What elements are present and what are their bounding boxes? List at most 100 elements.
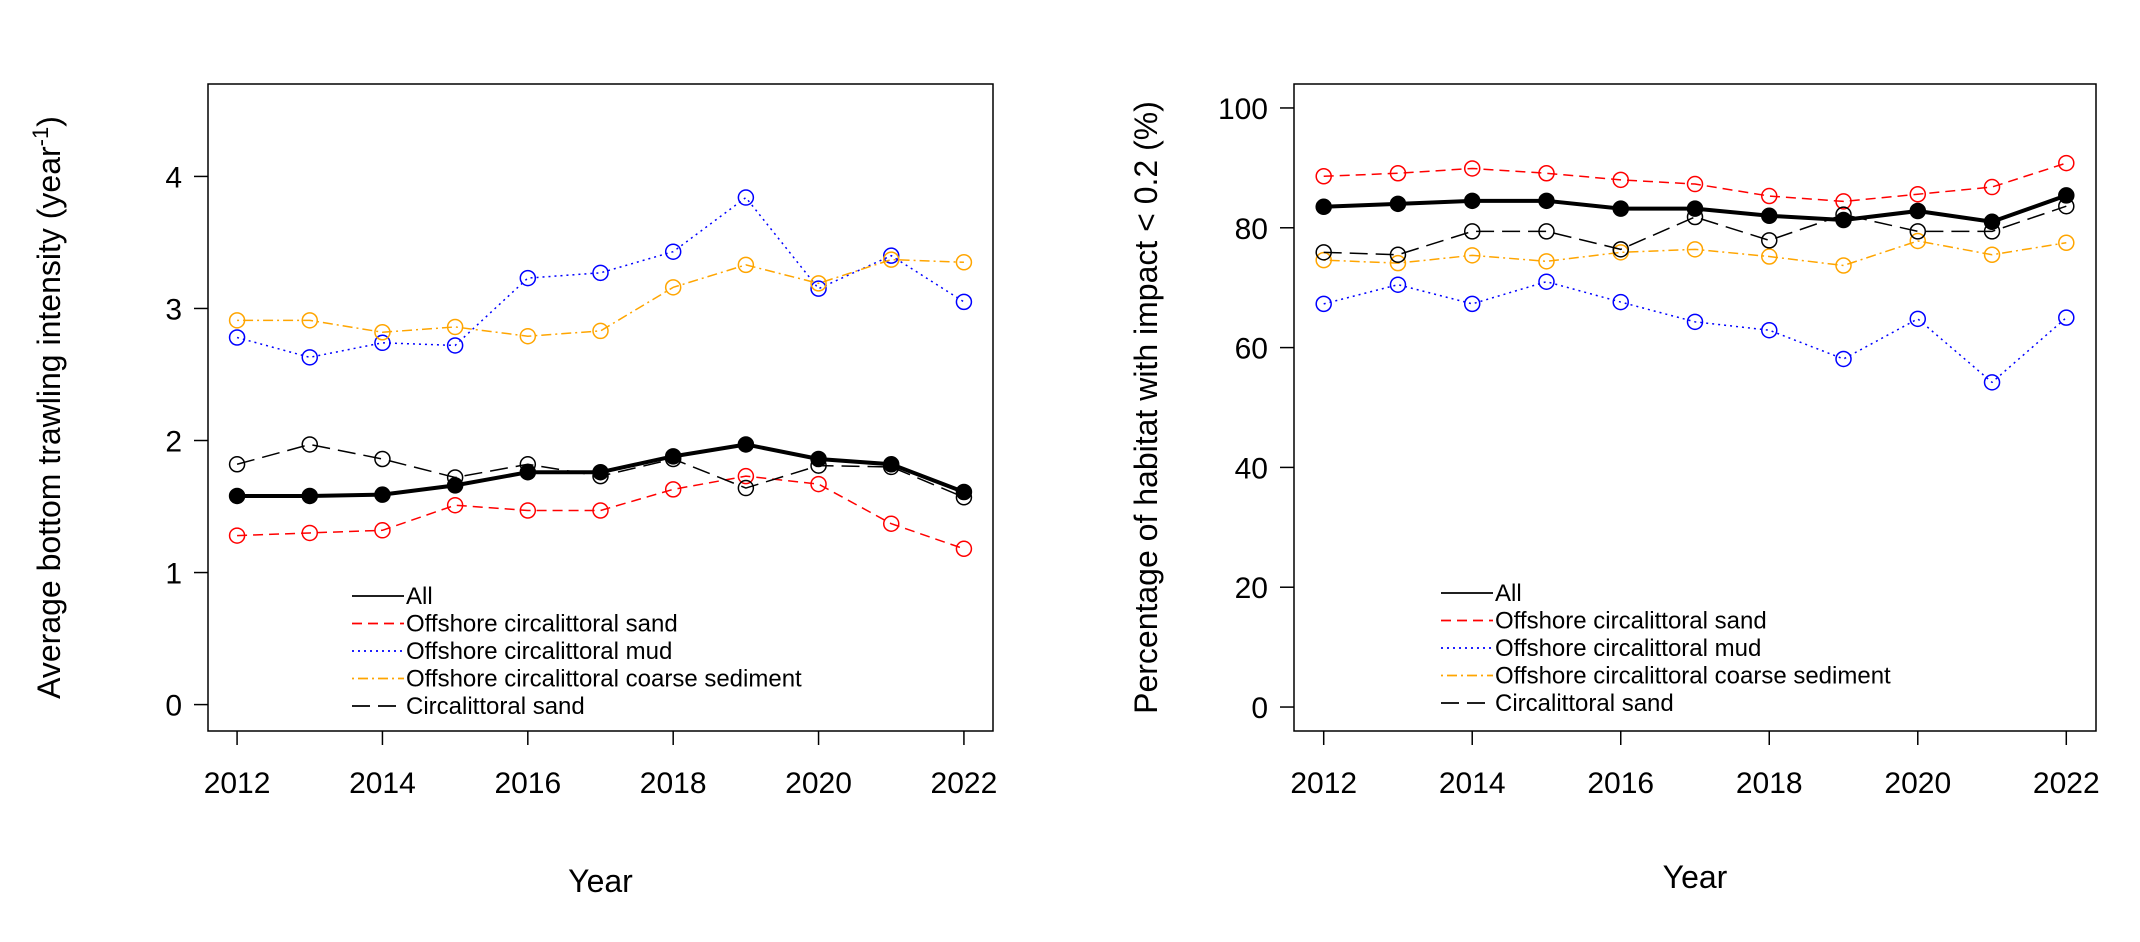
data-point (446, 469, 464, 486)
data-point (301, 312, 319, 329)
data-point (228, 527, 246, 544)
series-offshore-circalittoral-mud (1315, 273, 2075, 391)
data-point (301, 436, 319, 453)
data-point (228, 456, 246, 473)
data-point (737, 189, 755, 206)
data-point (1315, 295, 1332, 313)
series-line (237, 258, 964, 337)
data-point (374, 450, 391, 468)
data-point (1389, 254, 1407, 272)
data-point (1983, 223, 2001, 240)
data-point (737, 256, 755, 274)
data-point (1612, 241, 1629, 258)
series-all (1315, 187, 2075, 231)
y-tick-label: 3 (165, 293, 182, 326)
legend-label: Circalittoral sand (1495, 690, 1674, 717)
series-circalittoral-sand (1315, 197, 2075, 263)
data-point (446, 337, 464, 354)
x-tick-label: 2012 (1290, 767, 1357, 800)
series-line (236, 196, 965, 359)
legend-label: Offshore circalittoral coarse sediment (406, 666, 802, 693)
y-tick-label: 4 (165, 161, 182, 194)
series-all (228, 436, 973, 505)
data-point (1389, 165, 1407, 182)
data-point (1686, 175, 1704, 193)
data-point (519, 502, 537, 519)
y-tick-label: 1 (165, 558, 182, 591)
data-point (592, 467, 609, 485)
data-point (810, 475, 827, 493)
data-point (1686, 313, 1704, 331)
data-point (1463, 192, 1481, 210)
plot-frame (207, 83, 994, 732)
data-point (228, 487, 246, 505)
data-point (1909, 223, 1927, 240)
data-point (955, 489, 973, 506)
data-point (882, 251, 900, 268)
data-point (2058, 154, 2075, 172)
data-point (1315, 168, 1332, 185)
data-point (301, 524, 319, 542)
y-tick-label: 20 (1235, 572, 1268, 605)
data-point (301, 487, 319, 505)
data-point (737, 479, 755, 497)
x-tick-label: 2020 (1884, 767, 1951, 800)
y-tick-label: 80 (1235, 213, 1268, 246)
data-point (1538, 253, 1555, 270)
x-tick-label: 2016 (1587, 767, 1654, 800)
legend-label: Offshore circalittoral mud (406, 638, 672, 665)
series-offshore-circalittoral-coarse-sediment (1315, 232, 2075, 274)
y-tick-label: 2 (165, 426, 182, 459)
data-point (1463, 295, 1481, 313)
data-point (882, 515, 900, 532)
data-point (1612, 200, 1629, 217)
data-point (1983, 178, 2001, 196)
data-point (664, 481, 682, 498)
data-point (519, 327, 537, 345)
data-point (1612, 293, 1629, 311)
y-axis-title: Average bottom trawling intensity (year-… (28, 116, 67, 699)
series-line (236, 443, 965, 498)
x-axis-title: Year (568, 863, 633, 899)
data-point (955, 540, 973, 558)
y-tick-label: 100 (1218, 93, 1268, 126)
data-point (1389, 246, 1407, 263)
data-point (1389, 276, 1407, 293)
data-point (374, 323, 391, 341)
series-circalittoral-sand (228, 436, 973, 506)
data-point (374, 486, 391, 503)
x-tick-label: 2018 (1736, 767, 1803, 800)
x-tick-label: 2012 (204, 767, 271, 800)
data-point (446, 318, 464, 336)
series-offshore-circalittoral-sand (1315, 154, 2075, 210)
data-point (1389, 195, 1407, 213)
data-point (1315, 244, 1332, 261)
series-line (1323, 240, 2067, 267)
y-tick-label: 40 (1235, 452, 1268, 485)
data-point (228, 312, 246, 329)
data-point (301, 349, 319, 366)
y-tick-label: 60 (1235, 333, 1268, 366)
series-line (237, 475, 965, 550)
data-point (1761, 187, 1778, 205)
legend-label: All (1495, 580, 1522, 607)
data-point (592, 264, 609, 282)
data-point (2058, 234, 2075, 252)
data-point (737, 436, 755, 453)
data-point (2058, 309, 2075, 326)
data-point (592, 463, 609, 481)
data-point (1909, 202, 1927, 220)
series-offshore-circalittoral-sand (228, 467, 973, 558)
data-point (810, 450, 827, 468)
data-point (1612, 171, 1629, 189)
x-tick-label: 2020 (785, 767, 852, 800)
legend-label: Offshore circalittoral sand (406, 611, 678, 638)
data-point (1761, 248, 1778, 265)
data-point (1463, 247, 1481, 264)
data-point (2058, 197, 2075, 215)
plot-frame (1293, 83, 2097, 732)
data-point (882, 458, 900, 476)
